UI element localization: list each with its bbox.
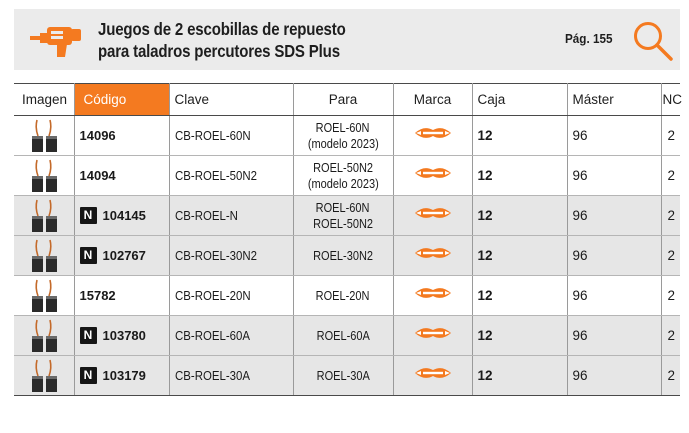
box-quantity: 12 — [472, 115, 568, 156]
truper-logo-icon — [414, 288, 451, 298]
product-key: CB-ROEL-N — [174, 208, 238, 223]
product-key: CB-ROEL-60A — [174, 328, 250, 343]
nc-value: 2 — [661, 155, 680, 196]
product-key: CB-ROEL-20N — [174, 288, 251, 303]
nc-value: 2 — [661, 275, 680, 316]
compatible-model-note: (modelo 2023) — [307, 136, 379, 151]
column-header-caja: Caja — [472, 83, 568, 116]
table-row: N 103780 CB-ROEL-60A ROEL-60A 12 96 2 — [14, 315, 680, 356]
product-code: 102767 — [102, 248, 146, 264]
product-code: 14094 — [79, 168, 116, 184]
product-image — [14, 355, 75, 396]
compatible-model-note: ROEL-50N2 — [313, 216, 373, 231]
table-row: N 103179 CB-ROEL-30A ROEL-30A 12 96 2 — [14, 355, 680, 396]
truper-logo-icon — [414, 248, 451, 258]
table-row: 14096 CB-ROEL-60N ROEL-60N (modelo 2023)… — [14, 115, 680, 156]
compatible-model: ROEL-60N — [316, 200, 370, 215]
table-row: 15782 CB-ROEL-20N ROEL-20N 12 96 2 — [14, 275, 680, 316]
column-header-master: Máster — [567, 83, 662, 116]
column-header-marca: Marca — [393, 83, 473, 116]
page-title: Juegos de 2 escobillas de repuesto para … — [98, 18, 346, 62]
truper-logo-icon — [414, 368, 451, 378]
table-row: 14094 CB-ROEL-50N2 ROEL-50N2 (modelo 202… — [14, 155, 680, 196]
truper-logo-icon — [414, 168, 451, 178]
products-table: Imagen Código Clave Para Marca Caja Mást… — [14, 83, 682, 396]
compatible-model: ROEL-30A — [316, 368, 370, 383]
compatible-model: ROEL-20N — [316, 288, 370, 303]
magnifier-icon[interactable] — [631, 19, 675, 63]
product-code: 104145 — [102, 208, 146, 224]
box-quantity: 12 — [472, 355, 568, 396]
box-quantity: 12 — [472, 275, 568, 316]
column-header-nc: NC — [661, 83, 682, 116]
carbon-brush-icon — [31, 239, 57, 272]
carbon-brush-icon — [31, 359, 57, 392]
table-header-row: Imagen Código Clave Para Marca Caja Mást… — [14, 83, 682, 116]
product-code: 103780 — [102, 328, 146, 344]
page-reference: Pág. 155 — [565, 31, 613, 46]
product-image — [14, 195, 75, 236]
carbon-brush-icon — [31, 279, 57, 312]
title-line-1: Juegos de 2 escobillas de repuesto — [98, 19, 346, 39]
table-row: N 102767 CB-ROEL-30N2 ROEL-30N2 12 96 2 — [14, 235, 680, 276]
truper-logo-icon — [414, 128, 451, 138]
master-quantity: 96 — [567, 275, 662, 316]
nc-value: 2 — [661, 355, 680, 396]
nc-value: 2 — [661, 315, 680, 356]
catalog-header: Juegos de 2 escobillas de repuesto para … — [14, 9, 680, 70]
new-badge: N — [79, 207, 97, 225]
product-image — [14, 155, 75, 196]
carbon-brush-icon — [31, 159, 57, 192]
master-quantity: 96 — [567, 315, 662, 356]
product-code: 14096 — [79, 128, 116, 144]
column-header-para: Para — [293, 83, 394, 116]
hammer-drill-icon — [30, 27, 81, 57]
master-quantity: 96 — [567, 115, 662, 156]
nc-value: 2 — [661, 115, 680, 156]
box-quantity: 12 — [472, 155, 568, 196]
carbon-brush-icon — [31, 319, 57, 352]
column-header-imagen: Imagen — [14, 83, 75, 116]
product-key: CB-ROEL-30A — [174, 368, 250, 383]
product-key: CB-ROEL-60N — [174, 128, 251, 143]
compatible-model-note: (modelo 2023) — [307, 176, 379, 191]
product-image — [14, 115, 75, 156]
column-header-clave: Clave — [169, 83, 294, 116]
box-quantity: 12 — [472, 315, 568, 356]
title-line-2: para taladros percutores SDS Plus — [98, 41, 340, 61]
table-row: N 104145 CB-ROEL-N ROEL-60N ROEL-50N2 12 … — [14, 195, 680, 236]
carbon-brush-icon — [31, 119, 57, 152]
column-header-codigo: Código — [74, 83, 170, 116]
nc-value: 2 — [661, 235, 680, 276]
compatible-model: ROEL-50N2 — [313, 160, 373, 175]
compatible-model: ROEL-60A — [316, 328, 370, 343]
new-badge: N — [79, 367, 97, 385]
product-image — [14, 235, 75, 276]
product-image — [14, 275, 75, 316]
master-quantity: 96 — [567, 235, 662, 276]
product-code: 103179 — [102, 368, 146, 384]
nc-value: 2 — [661, 195, 680, 236]
master-quantity: 96 — [567, 195, 662, 236]
product-key: CB-ROEL-30N2 — [174, 248, 257, 263]
product-key: CB-ROEL-50N2 — [174, 168, 257, 183]
compatible-model: ROEL-30N2 — [313, 248, 373, 263]
truper-logo-icon — [414, 208, 451, 218]
product-code: 15782 — [79, 288, 116, 304]
carbon-brush-icon — [31, 199, 57, 232]
master-quantity: 96 — [567, 155, 662, 196]
new-badge: N — [79, 247, 97, 265]
box-quantity: 12 — [472, 235, 568, 276]
box-quantity: 12 — [472, 195, 568, 236]
new-badge: N — [79, 327, 97, 345]
master-quantity: 96 — [567, 355, 662, 396]
truper-logo-icon — [414, 328, 451, 338]
product-image — [14, 315, 75, 356]
compatible-model: ROEL-60N — [316, 120, 370, 135]
